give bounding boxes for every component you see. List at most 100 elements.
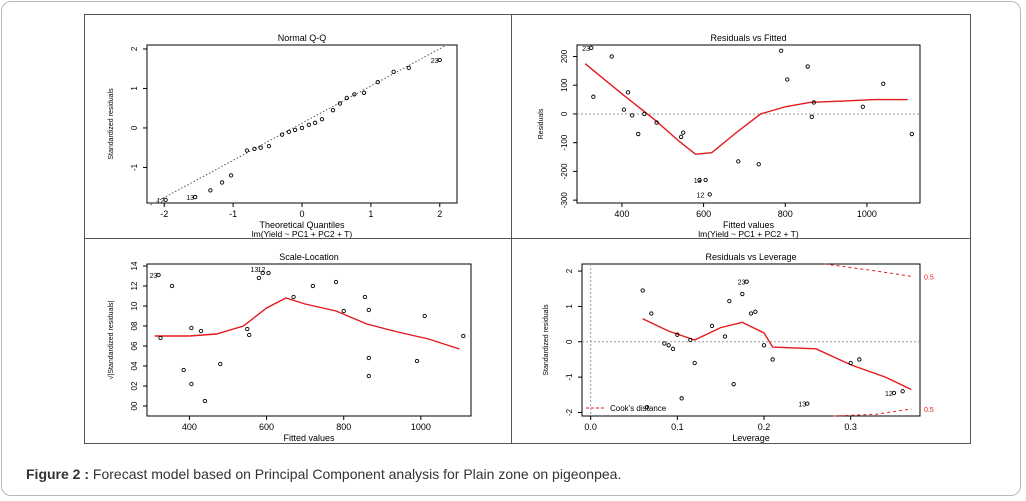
data-point — [770, 357, 775, 362]
x-axis-label: Fitted values — [283, 433, 335, 443]
x-tick-label: 0.3 — [844, 422, 857, 432]
data-point — [461, 333, 466, 339]
data-point — [900, 389, 905, 394]
x-tick-label: 0.1 — [671, 422, 684, 432]
y-tick-label: 2 — [565, 268, 574, 273]
chart-title: Residuals vs Fitted — [710, 33, 786, 43]
y-axis-label: Residuals — [538, 108, 545, 139]
x-tick-label: 1000 — [857, 209, 877, 219]
chart-title: Scale-Location — [279, 252, 339, 262]
x-tick-label: 600 — [696, 209, 711, 219]
data-point — [756, 162, 761, 167]
cooks-distance-label: 0.5 — [924, 407, 934, 414]
x-tick-label: 0.2 — [758, 422, 771, 432]
data-point — [156, 272, 161, 278]
data-point — [260, 270, 265, 276]
panel-divider-vertical — [511, 15, 512, 443]
data-point — [219, 180, 225, 185]
data-point — [881, 81, 886, 86]
data-point — [678, 134, 684, 140]
data-point — [744, 279, 749, 284]
y-tick-label: 0 — [565, 339, 574, 344]
data-point — [692, 360, 697, 366]
data-point — [319, 117, 325, 122]
smoother-line — [584, 63, 908, 155]
data-point — [748, 311, 754, 316]
data-point — [688, 337, 693, 343]
y-tick-label: 0 — [560, 111, 569, 116]
x-axis-sublabel: lm(Yield ~ PC1 + PC2 + T) — [252, 229, 353, 238]
data-point — [621, 107, 627, 112]
y-tick-label: 1 — [565, 304, 574, 309]
y-tick-label: -200 — [560, 163, 569, 180]
data-point — [366, 373, 371, 379]
point-label: 23 — [431, 58, 439, 65]
data-point — [362, 294, 368, 300]
x-tick-label: 400 — [614, 209, 629, 219]
data-point — [761, 343, 767, 348]
y-tick-label: 1 — [130, 86, 139, 91]
x-axis-label: Fitted values — [723, 220, 775, 230]
data-point — [740, 291, 745, 297]
y-tick-label: 02 — [130, 381, 139, 390]
y-tick-label: -100 — [560, 134, 569, 151]
data-point — [679, 396, 684, 401]
point-label: 13 — [251, 267, 259, 274]
data-point — [218, 361, 223, 367]
smoother-line — [642, 318, 912, 391]
x-tick-label: -1 — [229, 209, 237, 219]
data-point — [361, 90, 367, 95]
y-tick-label: -2 — [565, 408, 574, 416]
x-tick-label: 2 — [437, 209, 442, 219]
data-point — [247, 332, 252, 338]
data-point — [736, 159, 741, 164]
chart-title: Normal Q-Q — [278, 33, 327, 43]
y-tick-label: -1 — [565, 373, 574, 381]
data-point — [644, 405, 650, 410]
y-tick-label: 10 — [130, 301, 139, 310]
data-point — [414, 358, 420, 364]
cooks-distance-curve — [824, 263, 912, 277]
plot-area — [576, 44, 921, 204]
x-tick-label: 600 — [259, 422, 274, 432]
data-point — [341, 308, 346, 314]
data-point — [163, 197, 168, 202]
data-point — [785, 77, 790, 82]
y-tick-label: 200 — [560, 49, 569, 63]
data-point — [670, 346, 676, 351]
data-point — [279, 132, 285, 137]
data-point — [642, 111, 647, 117]
y-tick-label: 00 — [130, 401, 139, 410]
data-point — [727, 298, 732, 304]
data-point — [193, 194, 198, 200]
plot-area — [146, 263, 472, 417]
point-label: 12 — [258, 267, 266, 274]
data-point — [649, 311, 654, 316]
point-label: 12 — [157, 198, 165, 205]
point-label: 23 — [738, 280, 746, 287]
data-point — [333, 279, 339, 285]
data-point — [266, 143, 272, 149]
chart-title: Residuals vs Leverage — [705, 252, 796, 262]
figure-caption: Figure 2 : Forecast model based on Princ… — [26, 466, 621, 482]
cooks-distance-label: 0.5 — [924, 274, 934, 281]
x-axis-sublabel: lm(Yield ~ PC1 + PC2 + T) — [701, 442, 802, 443]
data-point — [707, 192, 712, 197]
y-tick-label: 12 — [130, 281, 139, 290]
y-axis-label: √|Standardized residuals| — [107, 300, 115, 379]
panel-divider-horizontal — [85, 238, 970, 239]
data-point — [286, 129, 292, 135]
data-point — [609, 54, 614, 59]
y-tick-label: 0 — [130, 125, 139, 130]
point-label: 13 — [694, 178, 702, 185]
data-point — [591, 94, 596, 99]
data-point — [258, 145, 263, 150]
data-point — [181, 367, 186, 373]
x-tick-label: 1000 — [411, 422, 431, 432]
plot-area — [581, 263, 921, 417]
data-point — [158, 335, 163, 341]
x-tick-label: 1 — [368, 209, 373, 219]
data-point — [848, 360, 853, 366]
